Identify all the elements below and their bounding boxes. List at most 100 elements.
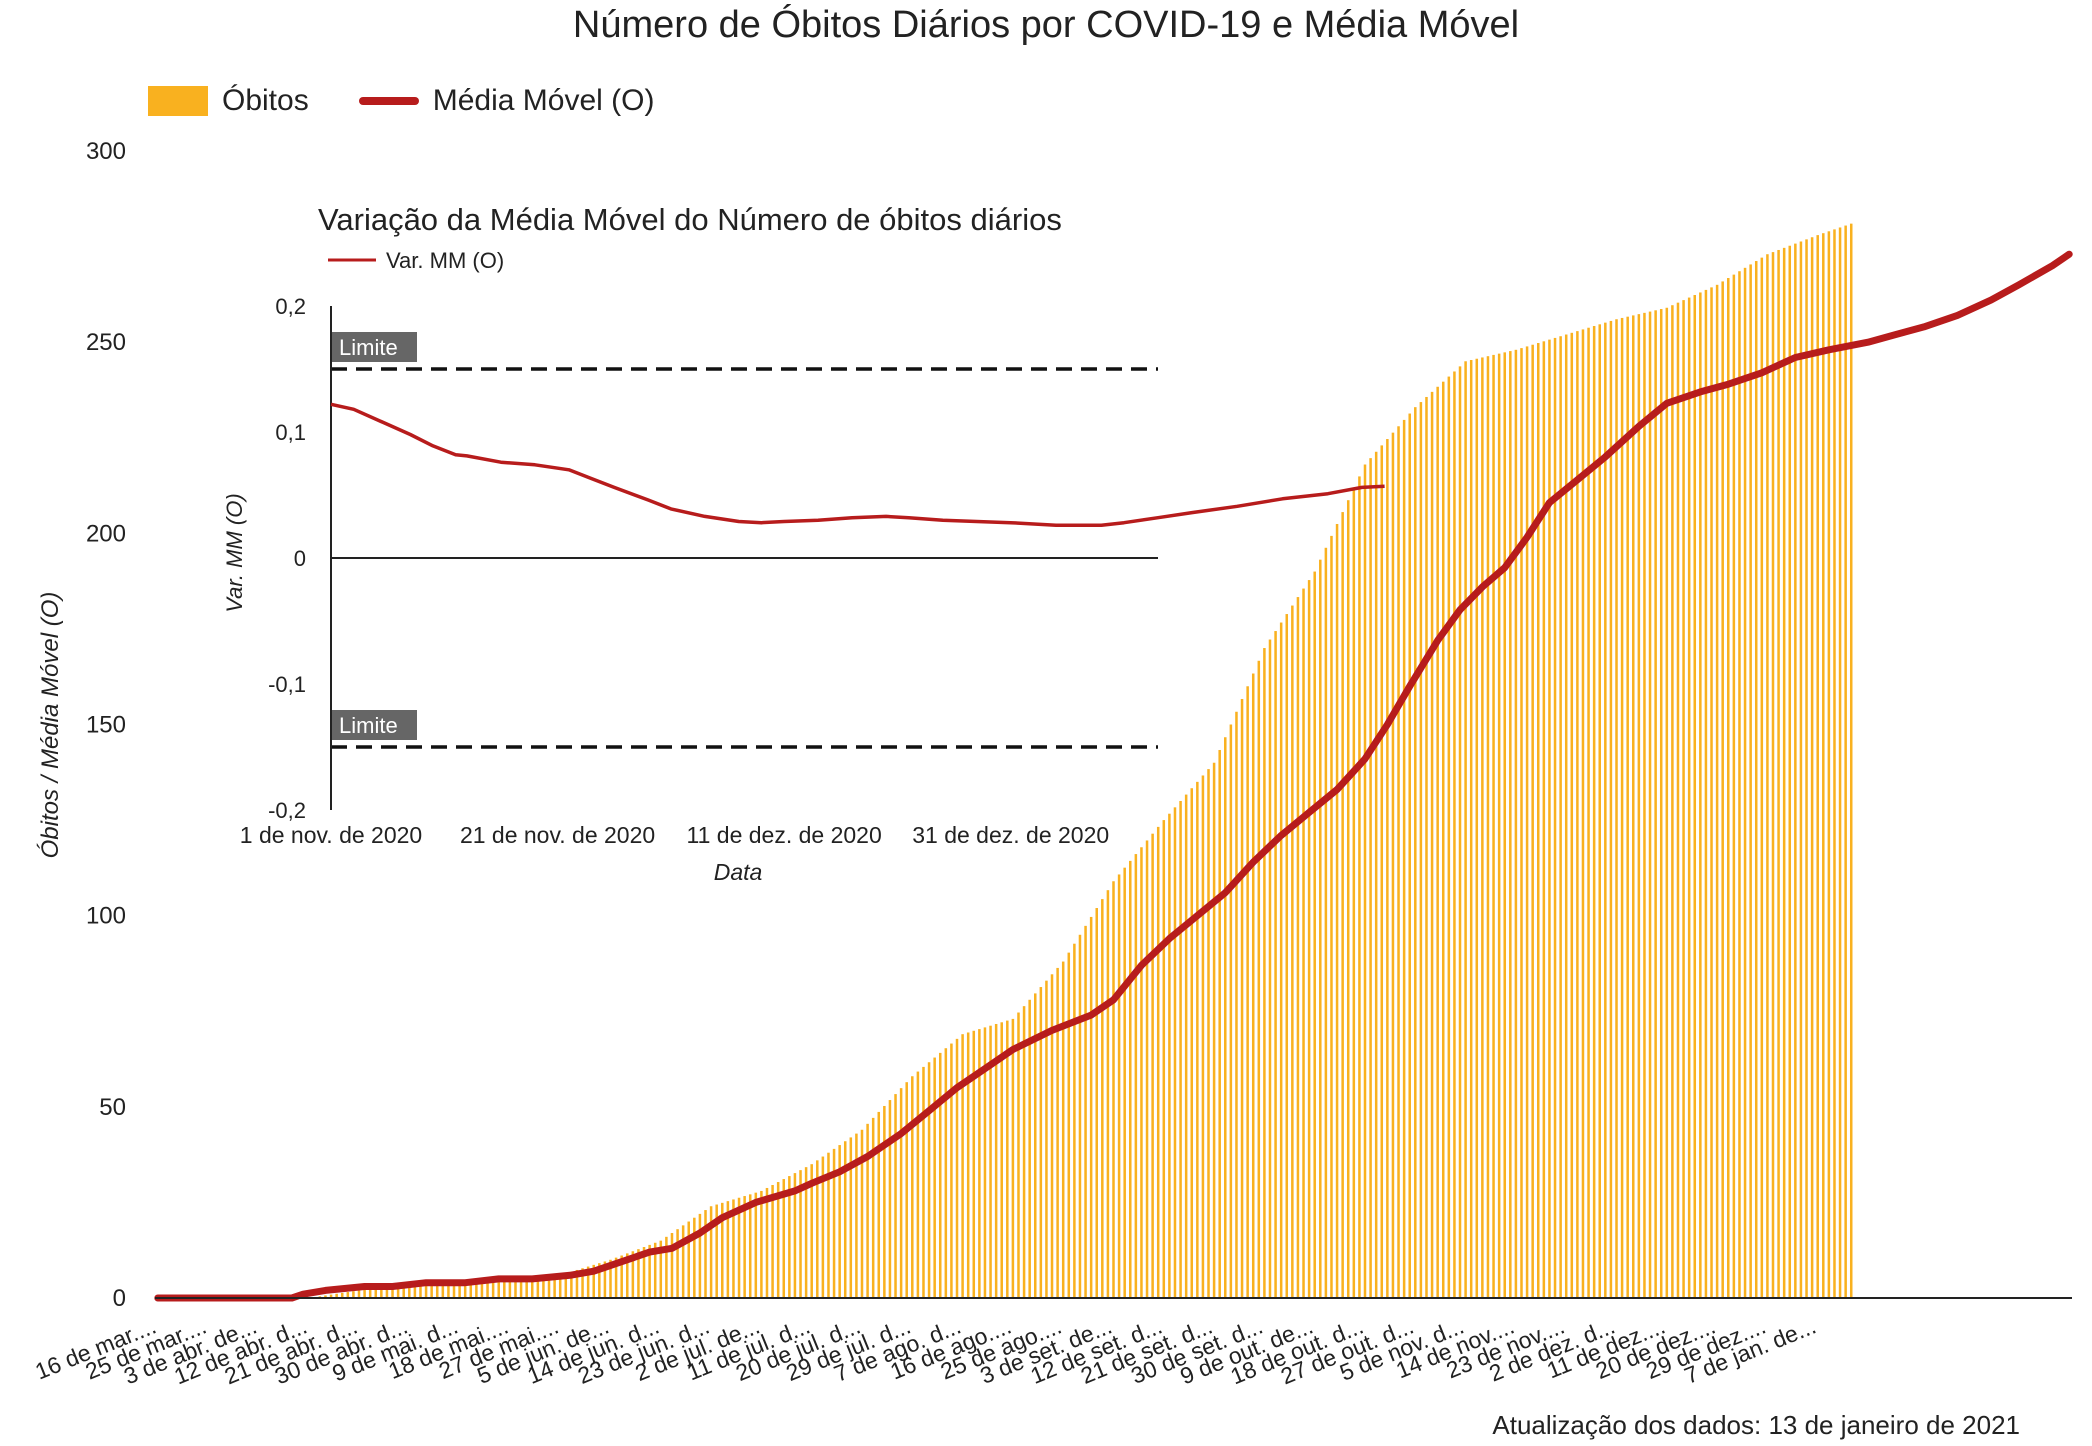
bar — [1061, 961, 1065, 1298]
bar — [1682, 300, 1685, 1298]
bar — [592, 1264, 595, 1298]
bar — [564, 1273, 568, 1298]
bar — [1039, 987, 1043, 1298]
bar — [1794, 243, 1797, 1299]
bar — [1671, 305, 1674, 1299]
bar — [335, 1293, 338, 1298]
inset-title: Variação da Média Móvel do Número de óbi… — [318, 202, 1062, 237]
bar — [1754, 261, 1758, 1298]
bar — [637, 1249, 640, 1298]
bar — [793, 1173, 797, 1298]
main-y-axis-label: Óbitos / Média Móvel (O) — [37, 592, 64, 859]
bar — [1469, 360, 1473, 1298]
inset-legend-label: Var. MM (O) — [386, 248, 504, 273]
bar — [1810, 237, 1814, 1299]
inset-y-tick-label: -0,1 — [268, 672, 306, 697]
bar — [480, 1281, 484, 1298]
bar — [849, 1137, 853, 1298]
bar — [1374, 451, 1378, 1298]
bar — [1386, 439, 1389, 1298]
bar — [1235, 711, 1238, 1298]
bar — [1307, 580, 1311, 1298]
bar — [648, 1244, 651, 1298]
bar — [1542, 341, 1546, 1298]
bar — [1715, 284, 1719, 1298]
bar — [1296, 597, 1300, 1298]
bar — [536, 1276, 540, 1298]
bar — [1263, 648, 1266, 1298]
bar — [838, 1145, 841, 1298]
bar — [1805, 239, 1808, 1299]
bar — [614, 1257, 618, 1298]
bar — [396, 1287, 400, 1298]
bar — [519, 1278, 523, 1298]
legend-item-media-movel: Média Móvel (O) — [358, 84, 654, 118]
bar — [380, 1288, 383, 1298]
bar — [1441, 381, 1445, 1298]
bar — [1414, 407, 1417, 1298]
bar — [642, 1247, 646, 1298]
bar — [1598, 324, 1601, 1298]
bar — [1106, 890, 1110, 1298]
inset-y-axis-label: Var. MM (O) — [222, 493, 247, 612]
bar — [1162, 820, 1166, 1298]
bar — [1559, 336, 1562, 1299]
bar — [1257, 660, 1261, 1298]
bar — [430, 1284, 433, 1298]
bar — [1430, 391, 1434, 1298]
y-tick-label: 150 — [86, 712, 126, 739]
bar — [1447, 376, 1451, 1299]
bar — [1531, 344, 1534, 1299]
bar — [1028, 999, 1031, 1298]
bar — [1006, 1020, 1009, 1298]
bar — [860, 1129, 864, 1298]
bar — [1402, 419, 1406, 1298]
bar — [419, 1285, 422, 1298]
y-tick-label: 100 — [86, 903, 126, 930]
bar — [447, 1283, 450, 1298]
bar — [1156, 826, 1160, 1298]
bar — [1816, 235, 1819, 1299]
bar — [894, 1094, 897, 1298]
bar — [1676, 302, 1680, 1298]
bar — [1458, 366, 1462, 1298]
bar — [1173, 807, 1177, 1298]
bar — [1285, 614, 1289, 1298]
bar — [704, 1210, 707, 1298]
bar — [570, 1271, 573, 1298]
bar — [1056, 967, 1059, 1298]
bar — [1380, 445, 1384, 1298]
bar — [1827, 231, 1831, 1298]
bar — [748, 1194, 752, 1298]
bar — [368, 1289, 372, 1298]
bar — [374, 1289, 378, 1298]
bar — [961, 1034, 964, 1298]
bar — [1749, 264, 1752, 1299]
bar — [905, 1082, 908, 1298]
bar — [888, 1100, 892, 1298]
bar — [340, 1292, 344, 1298]
bar — [1481, 357, 1484, 1299]
bar — [1699, 292, 1702, 1299]
bar — [1497, 353, 1501, 1298]
bar — [1687, 297, 1691, 1298]
bar — [402, 1286, 405, 1298]
inset-chart: Variação da Média Móvel do Número de óbi… — [222, 202, 1385, 885]
bar — [586, 1266, 590, 1298]
bar — [994, 1023, 998, 1298]
bar — [1084, 925, 1087, 1298]
bar — [1145, 840, 1149, 1298]
bar — [497, 1279, 500, 1298]
bar — [1632, 315, 1635, 1298]
bar — [626, 1253, 629, 1298]
bar — [385, 1288, 389, 1298]
bar — [1117, 874, 1121, 1298]
inset-x-tick-label: 1 de nov. de 2020 — [240, 822, 422, 848]
bar — [558, 1275, 562, 1298]
bar — [1022, 1006, 1026, 1298]
y-tick-label: 50 — [99, 1094, 126, 1121]
bar — [1151, 833, 1154, 1298]
bar — [1224, 737, 1227, 1298]
bar — [1134, 854, 1138, 1298]
bar — [927, 1062, 931, 1298]
